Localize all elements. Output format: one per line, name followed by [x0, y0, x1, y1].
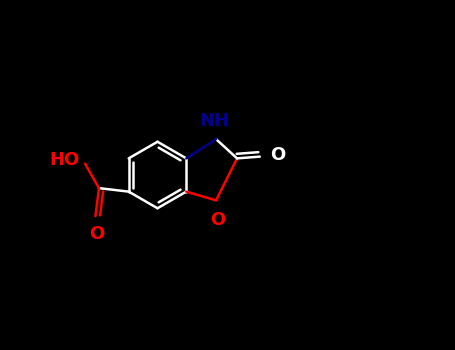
- Text: O: O: [210, 211, 225, 229]
- Text: O: O: [270, 146, 286, 164]
- Text: O: O: [90, 225, 105, 243]
- Text: HO: HO: [50, 151, 80, 169]
- Text: NH: NH: [199, 112, 229, 130]
